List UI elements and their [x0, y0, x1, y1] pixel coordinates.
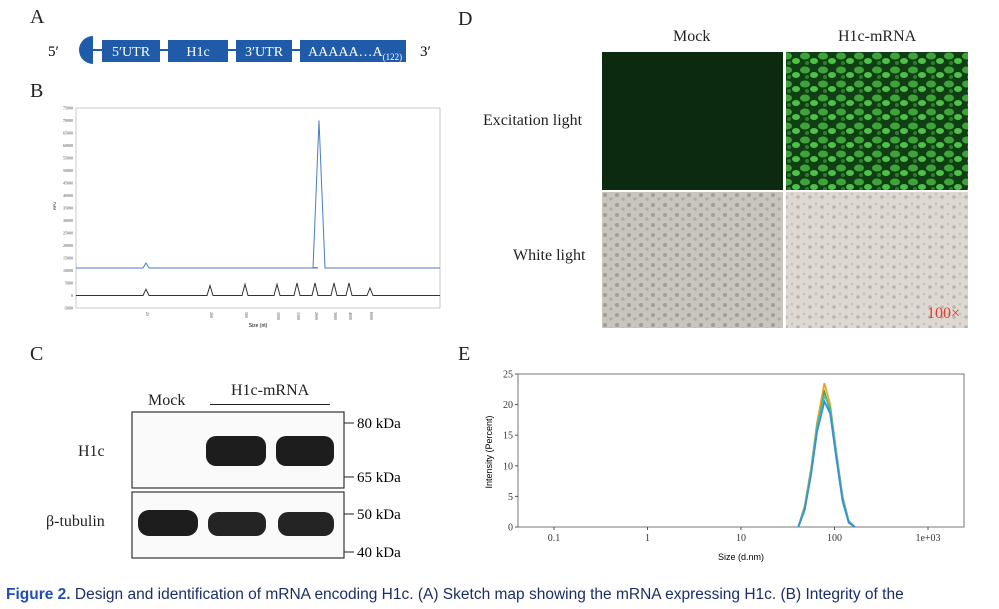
five-prime-label: 5′: [48, 44, 59, 60]
e-ytick-label: 10: [503, 461, 513, 472]
e-ytick-label: 15: [503, 431, 513, 442]
marker-40: 40 kDa: [357, 545, 401, 561]
panel-d-label: D: [458, 8, 473, 30]
b-ytick-label: 25000: [63, 231, 73, 236]
panel-e-label: E: [458, 343, 471, 365]
b-ylabel: RFU: [52, 202, 57, 210]
e-xlabel: Size (d.nm): [718, 552, 764, 562]
e-ytick-label: 0: [508, 523, 513, 534]
b-xtick-label: 1000: [276, 312, 281, 320]
row-label-tubulin: β-tubulin: [46, 513, 105, 530]
svg-text:3′UTR: 3′UTR: [245, 45, 284, 60]
b-series-line: [76, 120, 440, 269]
marker-50: 50 kDa: [357, 507, 401, 523]
b-ytick-label: 35000: [63, 206, 73, 211]
e-xtick-label: 100: [827, 533, 842, 544]
b-xtick-label: 2000: [314, 312, 319, 320]
b-xlabel: Size (nt): [249, 323, 268, 329]
cap-icon: [79, 36, 93, 64]
lane-label-mock: Mock: [148, 392, 186, 409]
segment-5utr: [102, 40, 160, 62]
b-ytick-label: 45000: [63, 181, 73, 186]
panel-c-label: C: [30, 343, 44, 365]
b-xtick-label: 6000: [369, 312, 374, 320]
lane-bracket-line: [210, 404, 330, 405]
microscopy-grid: 100×: [602, 52, 968, 328]
figure-caption: Figure 2. Design and identification of m…: [6, 586, 996, 604]
b-ytick-label: 30000: [63, 218, 73, 223]
b-xtick-label: 200: [209, 312, 214, 318]
panel-b-label: B: [30, 80, 44, 102]
row-label-h1c: H1c: [78, 443, 105, 460]
image-mock-brightfield: [602, 192, 783, 328]
b-ytick-label: 55000: [63, 156, 73, 161]
b-ytick-label: 0: [71, 293, 73, 298]
e-ytick-label: 20: [503, 400, 513, 411]
e-series-line: [797, 398, 856, 528]
row-label-excitation: Excitation light: [483, 112, 583, 129]
b-ytick-label: 40000: [63, 193, 73, 198]
e-ytick-label: 5: [508, 492, 513, 503]
b-ytick-label: 50000: [63, 168, 73, 173]
caption-lead: Figure 2.: [6, 586, 71, 603]
b-ytick-label: 15000: [63, 256, 73, 261]
panel-a-label: A: [30, 6, 45, 28]
e-ytick-label: 25: [503, 370, 513, 381]
e-xtick-label: 10: [736, 533, 746, 544]
image-mock-fluorescence: [602, 52, 783, 190]
e-xtick-label: 1e+03: [915, 533, 940, 544]
b-xtick-label: 4000: [348, 312, 353, 320]
image-h1c-fluorescence: [786, 52, 968, 190]
svg-text:H1c: H1c: [186, 45, 209, 60]
b-ytick-label: 70000: [63, 118, 73, 123]
three-prime-label: 3′: [420, 44, 431, 60]
b-xtick-label: 1500: [296, 312, 301, 320]
caption-text: Design and identification of mRNA encodi…: [74, 586, 904, 603]
b-xtick-label: 25: [145, 312, 150, 316]
marker-80: 80 kDa: [357, 416, 401, 432]
marker-65: 65 kDa: [357, 470, 401, 486]
e-xtick-label: 1: [645, 533, 650, 544]
mrna-construct-diagram: 5′ 5′UTR H1c 3′UTR AAAAA…A(122) 3′: [48, 36, 431, 64]
b-ytick-label: 5000: [65, 281, 73, 286]
b-ytick-label: -5000: [64, 306, 73, 311]
col-label-mock: Mock: [673, 28, 711, 45]
western-blot: 80 kDa 65 kDa 50 kDa 40 kDa: [131, 411, 401, 561]
b-xtick-label: 3000: [333, 312, 338, 320]
magnification-label: 100×: [927, 305, 960, 322]
b-ytick-label: 60000: [63, 143, 73, 148]
segment-polya: [300, 40, 406, 62]
b-ytick-label: 65000: [63, 131, 73, 136]
b-ytick-label: 75000: [63, 106, 73, 111]
segment-h1c: [168, 40, 228, 62]
e-ylabel: Intensity (Percent): [484, 415, 494, 488]
svg-text:5′UTR: 5′UTR: [112, 45, 151, 60]
svg-text:AAAAA…A(122): AAAAA…A(122): [308, 45, 402, 62]
chart-b: 7500070000650006000055000500004500040000…: [52, 106, 441, 329]
b-series-line: [76, 282, 440, 296]
image-h1c-brightfield: [786, 192, 968, 328]
e-xtick-label: 0.1: [548, 533, 561, 544]
segment-3utr: [236, 40, 292, 62]
b-ytick-label: 20000: [63, 243, 73, 248]
b-xtick-label: 500: [244, 312, 249, 318]
lane-label-h1c: H1c-mRNA: [231, 382, 310, 399]
col-label-h1c: H1c-mRNA: [838, 28, 917, 45]
row-label-white: White light: [513, 247, 586, 264]
b-ytick-label: 10000: [63, 268, 73, 273]
chart-e: 0 5 10 15 20 25 0.1 1 10 100 1e+03 Intensity (Per…: [484, 370, 965, 562]
